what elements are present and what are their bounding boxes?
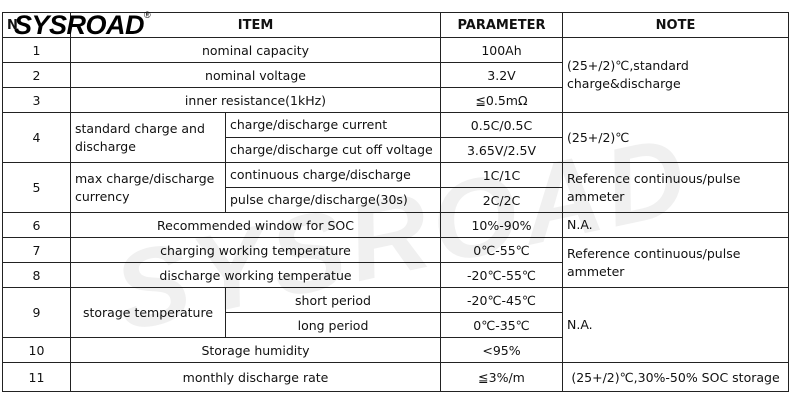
item: charging working temperature (70, 237, 441, 263)
no: 5 (2, 162, 71, 213)
sub-item: continuous charge/discharge (225, 162, 441, 188)
parameter: -20℃-45℃ (440, 287, 563, 313)
item: Storage humidity (70, 337, 441, 363)
no: 11 (2, 362, 71, 392)
no: 6 (2, 212, 71, 238)
spec-table: N ITEM PARAMETER NOTE 1 nominal capacity 1… (2, 12, 789, 392)
header-cell: PARAMETER (440, 12, 563, 38)
item: Recommended window for SOC (70, 212, 441, 238)
no: 1 (2, 37, 71, 63)
no: 9 (2, 287, 71, 338)
logo-mark: ® (144, 10, 151, 20)
parameter: 3.2V (440, 62, 563, 88)
parameter: 10%-90% (440, 212, 563, 238)
note: Reference continuous/pulse ammeter (562, 237, 789, 288)
sub-item: long period (225, 312, 441, 338)
item: discharge working temperatue (70, 262, 441, 288)
sub-item: charge/discharge current (225, 112, 441, 138)
sub-item: charge/discharge cut off voltage (225, 137, 441, 163)
parameter: ≦3%/m (440, 362, 563, 392)
item: nominal capacity (70, 37, 441, 63)
header-cell: NOTE (562, 12, 789, 38)
item: inner resistance(1kHz) (70, 87, 441, 113)
note: (25+/2)℃,30%-50% SOC storage (562, 362, 789, 392)
parameter: -20℃-55℃ (440, 262, 563, 288)
no: 10 (2, 337, 71, 363)
note: N.A. (562, 287, 789, 363)
no: 8 (2, 262, 71, 288)
parameter: 100Ah (440, 37, 563, 63)
sub-item: short period (225, 287, 441, 313)
parameter: 0℃-55℃ (440, 237, 563, 263)
parameter: 2C/2C (440, 187, 563, 213)
item: nominal voltage (70, 62, 441, 88)
item: standard charge and discharge (70, 112, 226, 163)
logo: SYSROAD® (14, 10, 151, 41)
item: monthly discharge rate (70, 362, 441, 392)
parameter: <95% (440, 337, 563, 363)
parameter: 3.65V/2.5V (440, 137, 563, 163)
item: storage temperature (70, 287, 226, 338)
note: N.A. (562, 212, 789, 238)
no: 3 (2, 87, 71, 113)
parameter: ≦0.5mΩ (440, 87, 563, 113)
sub-item: pulse charge/discharge(30s) (225, 187, 441, 213)
no: 4 (2, 112, 71, 163)
parameter: 0℃-35℃ (440, 312, 563, 338)
item: max charge/discharge currency (70, 162, 226, 213)
logo-text: SYSROAD (14, 10, 145, 40)
note: (25+/2)℃,standard charge&discharge (562, 37, 789, 113)
no: 2 (2, 62, 71, 88)
parameter: 0.5C/0.5C (440, 112, 563, 138)
note: Reference continuous/pulse ammeter (562, 162, 789, 213)
note: (25+/2)℃ (562, 112, 789, 163)
no: 7 (2, 237, 71, 263)
parameter: 1C/1C (440, 162, 563, 188)
